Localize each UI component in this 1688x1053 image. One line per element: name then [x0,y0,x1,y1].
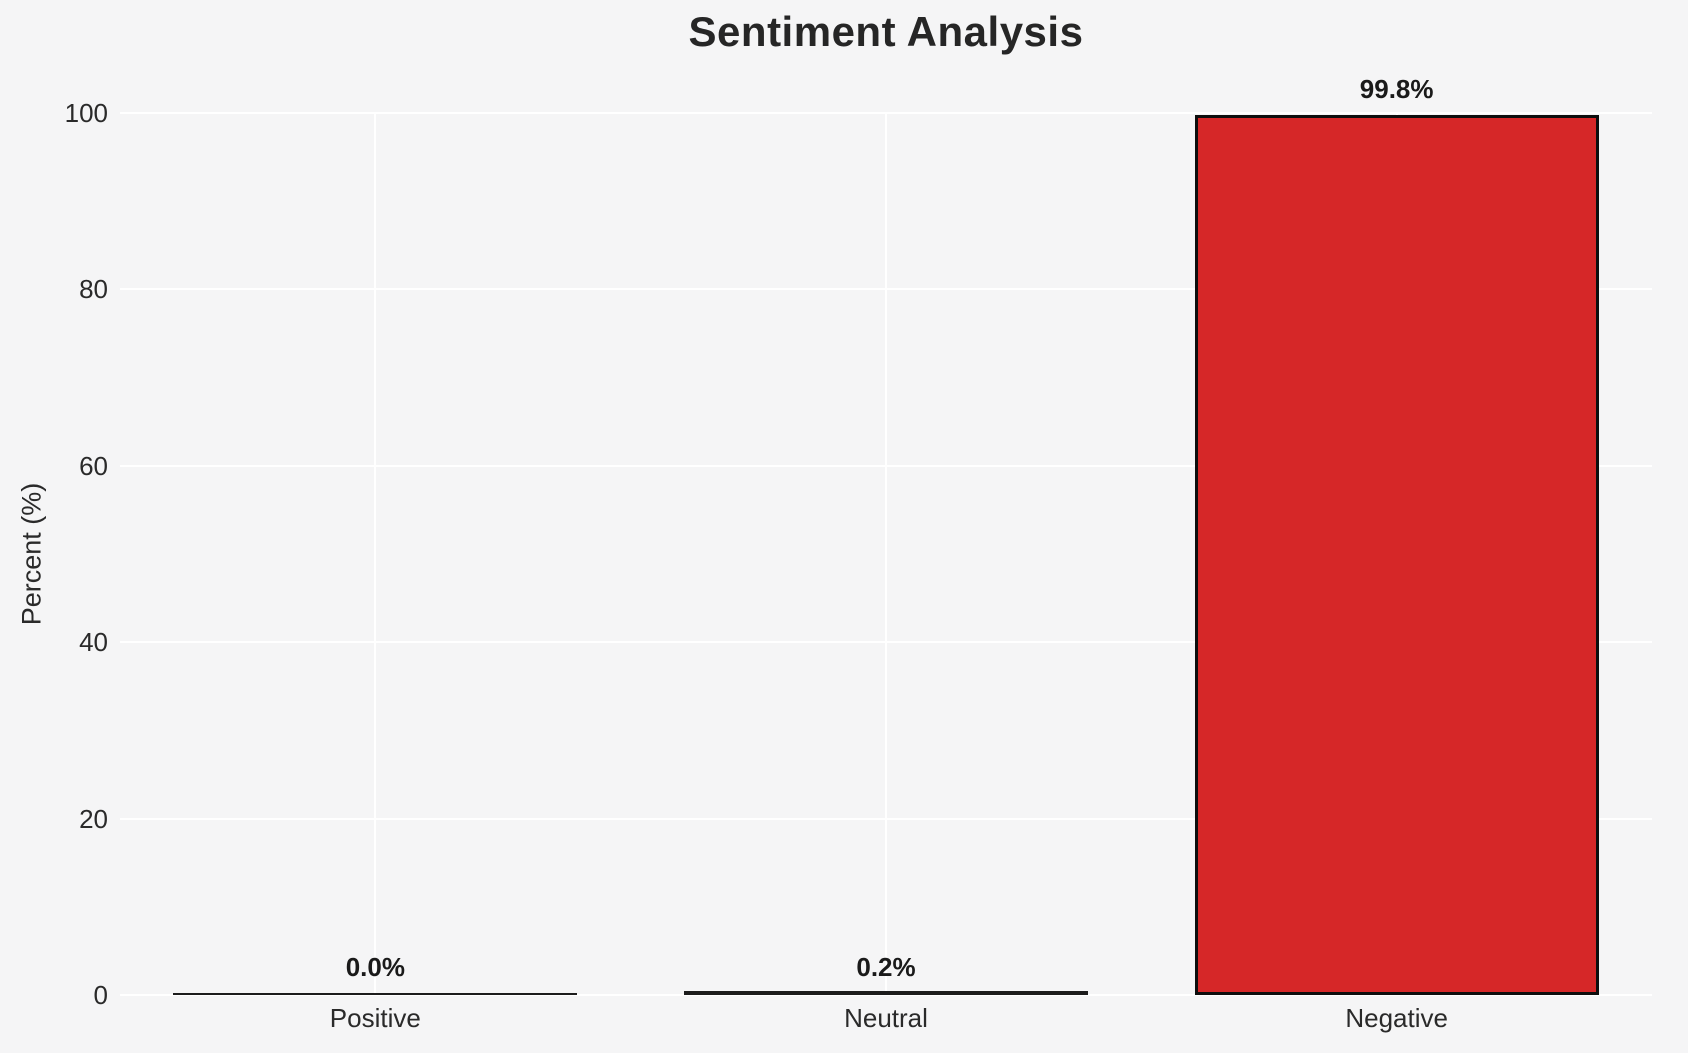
gridline-horizontal [120,112,1652,114]
x-tick-label-neutral: Neutral [844,1003,928,1033]
value-label-negative: 99.8% [1359,73,1434,104]
gridline-vertical [885,113,887,995]
y-tick-label-80: 80 [79,274,108,305]
y-axis-label: Percent (%) [16,482,47,626]
x-tick-label-positive: Positive [329,1003,421,1033]
value-label-neutral: 0.2% [856,952,916,982]
gridline-horizontal [120,817,1652,820]
y-tick-label-20: 20 [79,803,108,834]
bar-negative [1194,114,1599,995]
chart-title: Sentiment Analysis [688,8,1084,55]
gridline-horizontal [120,641,1652,644]
gridline-vertical [374,113,377,995]
bar-neutral [684,991,1088,995]
y-tick-label-60: 60 [79,450,108,481]
plot-area: 0.0% 0.2% 99.8% [120,74,1652,996]
gridline-horizontal [120,288,1652,291]
y-tick-label-0: 0 [93,980,108,1010]
bar-positive [173,993,578,995]
x-tick-label-negative: Negative [1345,1003,1448,1033]
gridline-horizontal [120,994,1652,996]
gridline-horizontal [120,464,1652,467]
value-label-positive: 0.0% [345,952,405,982]
y-tick-label-100: 100 [64,98,108,128]
y-tick-label-40: 40 [79,627,108,658]
